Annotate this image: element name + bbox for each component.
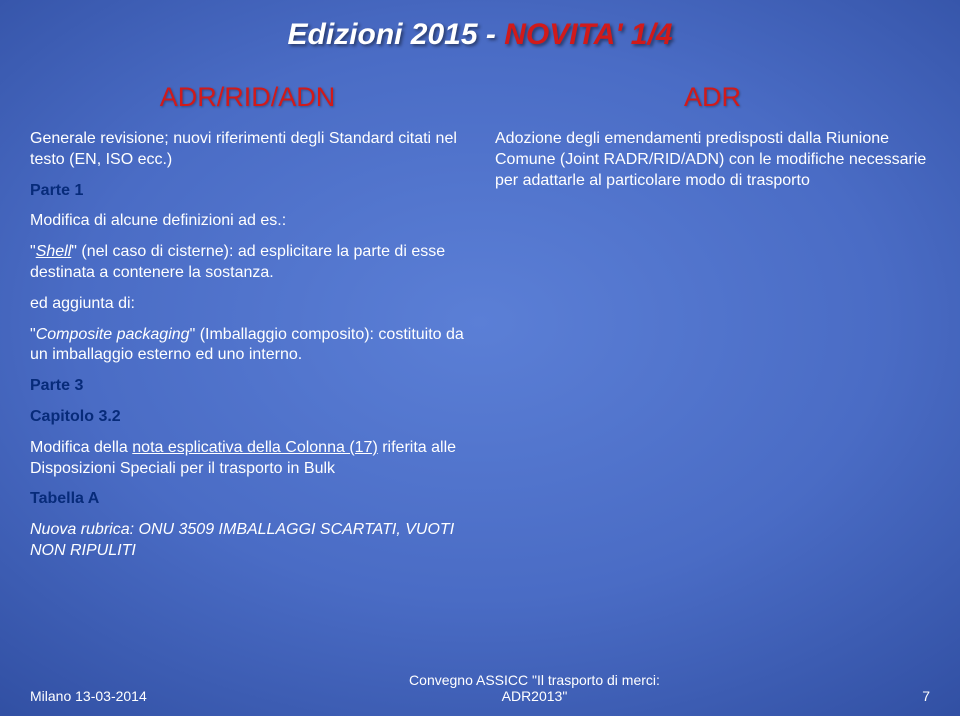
right-column: ADR Adozione degli emendamenti predispos… (495, 80, 930, 572)
left-p3: "Shell" (nel caso di cisterne): ad espli… (30, 242, 465, 284)
left-tabella: Tabella A (30, 489, 465, 510)
slide-title: Edizioni 2015 - NOVITA' 1/4 (0, 18, 960, 52)
left-p2: Modifica di alcune definizioni ad es.: (30, 211, 465, 232)
slide: Edizioni 2015 - NOVITA' 1/4 ADR/RID/ADN … (0, 0, 960, 716)
footer: Milano 13-03-2014 Convegno ASSICC "Il tr… (30, 672, 930, 704)
right-heading: ADR (495, 80, 930, 115)
left-shell: Shell (36, 243, 72, 260)
left-capitolo: Capitolo 3.2 (30, 407, 465, 428)
right-p1: Adozione degli emendamenti predisposti d… (495, 129, 930, 191)
left-p3b: " (nel caso di cisterne): ad esplicitare… (30, 243, 445, 281)
title-part1: Edizioni 2015 - (287, 18, 504, 51)
footer-right: 7 (922, 688, 930, 704)
left-parte3: Parte 3 (30, 376, 465, 397)
left-composite: Composite packaging (36, 326, 190, 343)
footer-center: Convegno ASSICC "Il trasporto di merci: … (147, 672, 922, 704)
left-heading: ADR/RID/ADN (30, 80, 465, 115)
left-parte1: Parte 1 (30, 181, 465, 202)
left-p1: Generale revisione; nuovi riferimenti de… (30, 129, 465, 171)
left-p4: ed aggiunta di: (30, 294, 465, 315)
footer-center-line2: ADR2013" (147, 688, 922, 704)
left-p6u: nota esplicativa della Colonna (17) (132, 439, 377, 456)
left-p5: "Composite packaging" (Imballaggio compo… (30, 325, 465, 367)
title-part2: NOVITA' 1/4 (504, 18, 672, 51)
left-p7: Nuova rubrica: ONU 3509 IMBALLAGGI SCART… (30, 520, 465, 562)
left-p6a: Modifica della (30, 439, 132, 456)
left-p7a: Nuova rubrica: (30, 521, 139, 538)
columns: ADR/RID/ADN Generale revisione; nuovi ri… (30, 80, 930, 572)
left-column: ADR/RID/ADN Generale revisione; nuovi ri… (30, 80, 465, 572)
footer-center-line1: Convegno ASSICC "Il trasporto di merci: (147, 672, 922, 688)
footer-left: Milano 13-03-2014 (30, 688, 147, 704)
left-p6: Modifica della nota esplicativa della Co… (30, 438, 465, 480)
